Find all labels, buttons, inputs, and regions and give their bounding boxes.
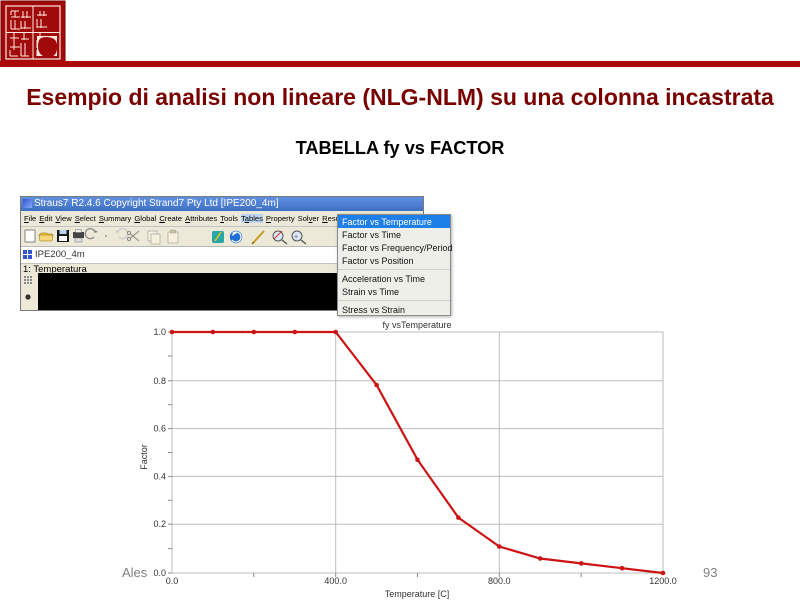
svg-text:0.4: 0.4 <box>153 471 166 481</box>
svg-text:0.6: 0.6 <box>153 424 166 434</box>
svg-text:0.0: 0.0 <box>166 576 179 586</box>
svg-text:800.0: 800.0 <box>488 576 511 586</box>
svg-text:1200.0: 1200.0 <box>649 576 677 586</box>
svg-text:0.0: 0.0 <box>153 568 166 578</box>
svg-text:fy vsTemperature: fy vsTemperature <box>382 320 451 330</box>
svg-text:1.0: 1.0 <box>153 327 166 337</box>
svg-text:Temperature [C]: Temperature [C] <box>385 589 450 599</box>
svg-text:400.0: 400.0 <box>324 576 347 586</box>
svg-text:+: + <box>294 234 298 241</box>
svg-text:0.2: 0.2 <box>153 519 166 529</box>
svg-text:0.8: 0.8 <box>153 376 166 386</box>
svg-text:Factor: Factor <box>139 444 149 470</box>
